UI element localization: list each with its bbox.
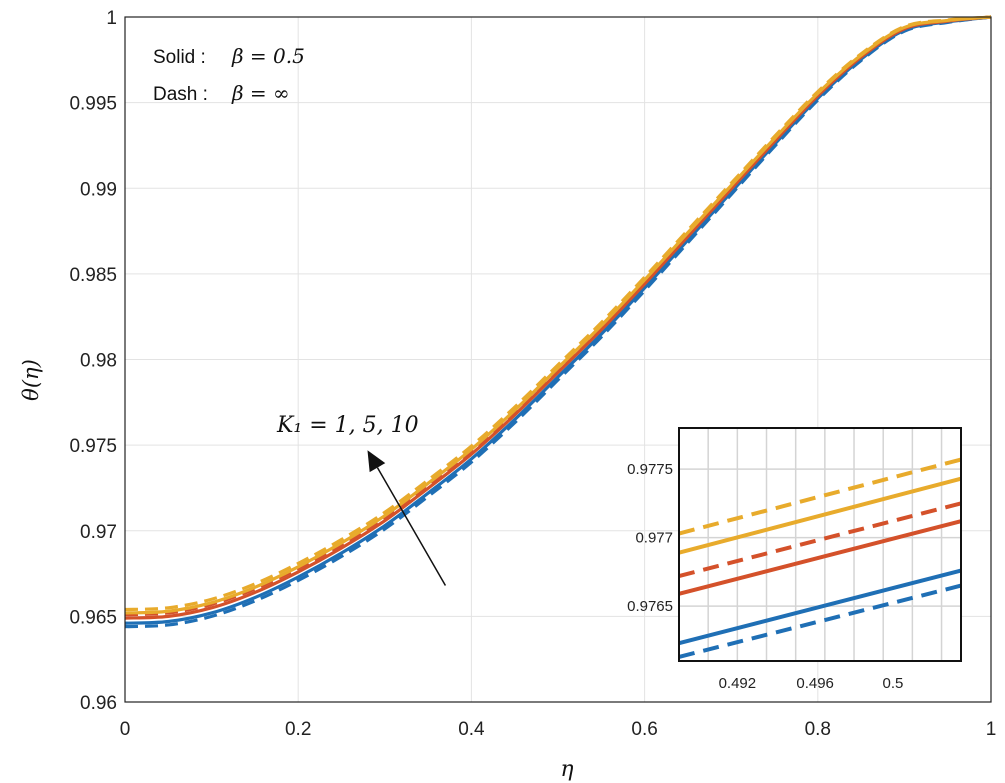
x-tick-labels: 0 0.2 0.4 0.6 0.8 1 [120,719,997,740]
legend-solid-beta: β = 0.5 [231,44,305,68]
inset-zoom: 0.9765 0.977 0.9775 0.492 0.496 0.5 [627,428,961,692]
inset-y-tick-label: 0.9775 [627,461,673,478]
legend-box: Solid : β = 0.5 Dash : β = ∞ [153,44,305,105]
y-axis-label: θ(η) [19,359,43,401]
x-tick-label: 0.2 [285,719,311,740]
legend-dash-beta: β = ∞ [231,81,290,105]
y-tick-label: 0.96 [80,693,117,714]
y-tick-label: 0.965 [69,607,117,628]
y-tick-label: 0.985 [69,265,117,286]
inset-x-tick-labels: 0.492 0.496 0.5 [719,675,904,692]
inset-y-tick-label: 0.977 [635,530,673,547]
x-tick-label: 0.4 [458,719,485,740]
x-axis-label: η [560,757,573,782]
y-tick-label: 0.995 [69,94,117,115]
y-tick-label: 0.98 [80,351,117,372]
x-tick-label: 0 [120,719,131,740]
x-tick-label: 1 [986,719,997,740]
inset-y-tick-labels: 0.9765 0.977 0.9775 [627,461,673,615]
annotation-k1: K₁ = 1, 5, 10 [276,413,419,438]
inset-x-tick-label: 0.492 [719,675,757,692]
inset-x-tick-label: 0.5 [883,675,904,692]
chart: 0.960.9650.970.9750.980.9850.990.9951 00… [0,0,1005,783]
y-tick-label: 0.975 [69,436,117,457]
inset-x-tick-label: 0.496 [796,675,834,692]
inset-background [679,428,961,661]
legend-dash-label: Dash : [153,84,208,105]
x-tick-label: 0.6 [631,719,657,740]
y-tick-labels: 0.96 0.965 0.97 0.975 0.98 0.985 0.99 0.995 1 [69,8,117,714]
y-tick-label: 0.97 [80,522,117,543]
y-tick-label: 0.99 [80,179,117,200]
legend-solid-label: Solid : [153,47,206,68]
arrow-head [367,450,385,472]
x-tick-label: 0.8 [805,719,831,740]
inset-y-tick-label: 0.9765 [627,598,673,615]
y-tick-label: 1 [106,8,117,29]
